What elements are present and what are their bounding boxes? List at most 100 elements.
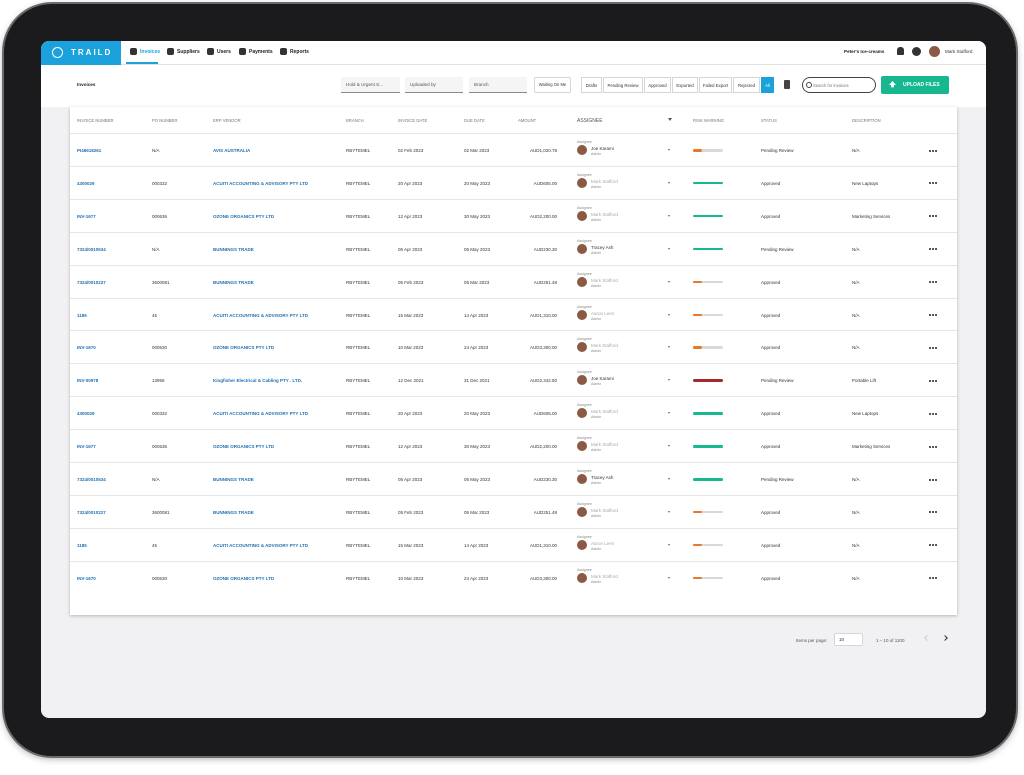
assignee-name[interactable]: Mark Stafford (591, 178, 618, 184)
status-tab[interactable]: Drafts (581, 77, 602, 93)
erp-vendor[interactable]: AVIS AUSTRALIA (213, 148, 251, 153)
assignee-name[interactable]: Tracey Ash (591, 475, 614, 480)
status-tab[interactable]: Rejected (733, 77, 760, 93)
invoice-number[interactable]: INV-1670 (77, 575, 96, 581)
more-actions[interactable] (929, 215, 931, 218)
more-actions[interactable] (935, 379, 937, 382)
assignee-dropdown[interactable] (668, 214, 670, 217)
more-actions[interactable] (929, 412, 931, 415)
erp-vendor[interactable]: BUNNINGS TRADE (213, 246, 254, 252)
invoice-number[interactable]: 4300029 (77, 180, 95, 186)
more-actions[interactable] (932, 149, 934, 152)
assignee-dropdown[interactable] (668, 247, 670, 250)
erp-vendor[interactable]: BUNNINGS TRADE (213, 279, 254, 285)
nav-item[interactable]: Payments (249, 49, 273, 55)
more-actions[interactable] (935, 281, 937, 284)
assignee-name[interactable]: Mark Stafford (591, 409, 618, 415)
more-actions[interactable] (932, 511, 934, 514)
more-actions[interactable] (929, 544, 931, 547)
invoice-number[interactable]: INV-00978 (77, 378, 99, 384)
bell-icon[interactable] (897, 47, 904, 55)
next-page[interactable] (942, 635, 948, 641)
more-actions[interactable] (935, 346, 937, 349)
table-row[interactable]: INV-1677 000636 OZONE ORGANICS PTY LTD RBYT… (70, 429, 957, 462)
table-row[interactable]: PI46618261 N/A AVIS AUSTRALIA RBYTEMEL 02 Fe… (70, 133, 957, 166)
more-actions[interactable] (932, 412, 934, 415)
assignee-dropdown[interactable] (668, 445, 670, 448)
table-row[interactable]: 1185 45 ACUITI ACCOUNTING & ADVISORY PTY L… (70, 297, 957, 331)
more-actions[interactable] (935, 149, 937, 152)
invoice-number[interactable]: 7324/0010227 (77, 279, 106, 285)
more-actions[interactable] (932, 314, 934, 316)
more-actions[interactable] (929, 346, 931, 349)
user-avatar[interactable] (929, 46, 940, 57)
nav-item[interactable]: Users (217, 49, 231, 55)
more-actions[interactable] (929, 248, 931, 251)
more-actions[interactable] (932, 379, 934, 382)
table-row[interactable]: INV-1670 000630 OZONE ORGANICS PTY LTD RBYT… (70, 330, 957, 363)
assignee-dropdown[interactable] (668, 478, 670, 480)
more-actions[interactable] (932, 478, 934, 481)
assignee-dropdown-arrow[interactable] (668, 118, 672, 121)
erp-vendor[interactable]: OZONE ORGANICS PTY LTD (213, 345, 275, 351)
invoice-number[interactable]: 1185 (77, 312, 87, 318)
invoice-number[interactable]: INV-1670 (77, 345, 96, 351)
erp-vendor[interactable]: ACUITI ACCOUNTING & ADVISORY PTY LTD (213, 312, 309, 318)
more-actions[interactable] (935, 577, 937, 580)
more-actions[interactable] (935, 445, 937, 448)
erp-vendor[interactable]: ACUITI ACCOUNTING & ADVISORY PTY LTD (213, 411, 309, 417)
nav-item[interactable]: Reports (290, 49, 309, 55)
more-actions[interactable] (932, 445, 934, 448)
settings-icon[interactable] (912, 47, 921, 56)
more-actions[interactable] (935, 248, 937, 251)
status-tab[interactable]: Approved (644, 77, 671, 93)
erp-vendor[interactable]: BUNNINGS TRADE (213, 477, 254, 482)
assignee-name[interactable]: Joe Karami (591, 376, 614, 382)
assignee-name[interactable]: Mark Stafford (591, 507, 618, 513)
assignee-dropdown[interactable] (668, 181, 670, 184)
assignee-dropdown[interactable] (668, 149, 670, 151)
assignee-name[interactable]: Joe Karami (591, 146, 614, 151)
erp-vendor[interactable]: ACUITI ACCOUNTING & ADVISORY PTY LTD (213, 542, 309, 548)
table-row[interactable]: 4300029 000332 ACUITI ACCOUNTING & ADVISOR… (70, 165, 957, 199)
more-actions[interactable] (929, 379, 931, 382)
table-row[interactable]: 7324/0010534 N/A BUNNINGS TRADE RBYTEMEL 05 … (70, 231, 957, 265)
more-actions[interactable] (929, 511, 931, 514)
more-actions[interactable] (929, 314, 931, 316)
waiting-button[interactable]: Waiting On Me (534, 77, 571, 93)
status-tab[interactable]: Pending Review (603, 77, 643, 93)
filter-select[interactable]: Branch (469, 77, 527, 93)
table-row[interactable]: 1185 45 ACUITI ACCOUNTING & ADVISORY PTY L… (70, 527, 957, 561)
more-actions[interactable] (935, 314, 937, 316)
more-actions[interactable] (932, 182, 934, 185)
assignee-dropdown[interactable] (668, 313, 670, 316)
table-row[interactable]: 4300029 000332 ACUITI ACCOUNTING & ADVISOR… (70, 396, 957, 429)
assignee-dropdown[interactable] (668, 576, 670, 579)
more-actions[interactable] (935, 511, 937, 514)
more-actions[interactable] (935, 478, 937, 481)
status-tab[interactable]: Failed Export (699, 77, 732, 93)
invoice-number[interactable]: PI46618261 (77, 148, 102, 153)
company-name[interactable]: Peter's Ice-creams (844, 49, 885, 54)
erp-vendor[interactable]: Kingfisher Electrical & Cabling PTY . LT… (213, 378, 303, 384)
assignee-dropdown[interactable] (668, 280, 670, 283)
filter-select[interactable]: Uploaded by (405, 77, 463, 93)
status-tab[interactable]: All (761, 77, 774, 93)
user-name[interactable]: Mark Stafford (945, 49, 973, 54)
more-actions[interactable] (929, 182, 931, 185)
assignee-name[interactable]: Aaron Lees (591, 310, 615, 316)
erp-vendor[interactable]: BUNNINGS TRADE (213, 509, 254, 515)
invoice-number[interactable]: 7324/0010534 (77, 246, 106, 252)
assignee-dropdown[interactable] (668, 510, 670, 513)
more-actions[interactable] (932, 281, 934, 284)
assignee-name[interactable]: Mark Stafford (591, 211, 618, 217)
more-actions[interactable] (929, 478, 931, 481)
more-actions[interactable] (929, 281, 931, 284)
table-row[interactable]: INV-1670 000630 OZONE ORGANICS PTY LTD RBYT… (70, 560, 957, 594)
assignee-dropdown[interactable] (668, 412, 670, 415)
nav-item[interactable]: Invoices (140, 49, 161, 55)
assignee-name[interactable]: Mark Stafford (591, 573, 618, 579)
more-actions[interactable] (929, 445, 931, 448)
assignee-name[interactable]: Mark Stafford (591, 343, 618, 349)
upload-button[interactable]: UPLOAD FILES (881, 76, 949, 94)
